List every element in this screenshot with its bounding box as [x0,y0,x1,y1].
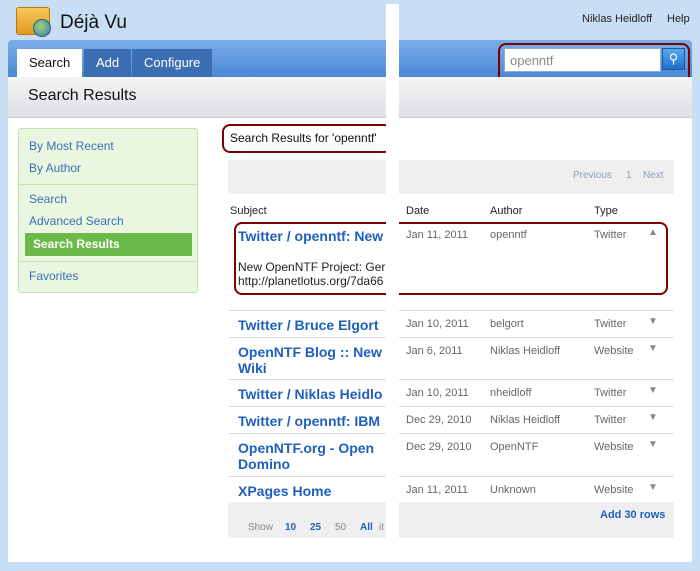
app-logo [16,7,51,37]
next-link[interactable]: Next [643,170,664,181]
page-size-25[interactable]: 25 [310,522,322,533]
column-author[interactable]: Author [490,205,523,217]
date-cell: Jan 11, 2011 [406,229,468,241]
expand-icon[interactable]: ▼ [648,385,658,396]
page-title: Search Results [28,87,137,104]
add-rows-link[interactable]: Add 30 rows [600,509,666,521]
results-heading: Search Results for 'openntf' [222,124,392,153]
table-row[interactable]: Twitter / Bruce Elgort Jan 10, 2011 belg… [228,310,674,337]
tab-add[interactable]: Add [84,49,132,77]
table-row[interactable]: Twitter / openntf: New Jan 11, 2011 open… [228,222,674,310]
author-cell: Unknown [490,484,536,496]
expand-icon[interactable]: ▼ [648,439,658,450]
tab-search[interactable]: Search [17,49,83,77]
date-cell: Jan 10, 2011 [406,387,469,399]
result-highlight [234,222,668,295]
globe-icon [33,19,51,37]
type-cell: Twitter [594,318,627,330]
sidebar-item-search[interactable]: Search [29,192,68,206]
table-row[interactable]: OpenNTF.org - Open Domino Dec 29, 2010 O… [228,433,674,476]
subject-link[interactable]: Twitter / Bruce Elgort [238,317,379,333]
sidebar-item-search-results[interactable]: Search Results [25,233,192,256]
column-type[interactable]: Type [594,205,618,217]
expand-icon[interactable]: ▼ [648,412,658,423]
expand-icon[interactable]: ▼ [648,482,658,493]
subject-link[interactable]: Twitter / Niklas Heidlo [238,386,383,402]
column-date[interactable]: Date [406,205,430,217]
type-cell: Website [594,345,634,357]
pager: Previous 1 Next [228,160,674,194]
date-cell: Jan 10, 2011 [406,318,469,330]
result-snippet: New OpenNTF Project: Ger http://planetlot… [238,260,385,288]
expand-icon[interactable]: ▼ [648,316,658,327]
table-footer: Show 10 25 50 All it Add 30 rows [228,502,674,538]
divider [19,184,197,185]
sidebar: By Most Recent By Author Search Advanced… [18,128,198,293]
search-button[interactable]: ⚲ [662,48,685,70]
user-link[interactable]: Niklas Heidloff [582,13,653,25]
sidebar-item-most-recent[interactable]: By Most Recent [29,139,114,153]
app-title: Déjà Vu [60,12,127,33]
sidebar-item-by-author[interactable]: By Author [29,161,82,175]
screenshot-gap [386,4,399,562]
subject-link[interactable]: Twitter / openntf: New [238,228,384,244]
items-label: it [379,522,384,533]
sidebar-item-favorites[interactable]: Favorites [29,269,79,283]
search-input[interactable] [504,48,661,72]
table-row[interactable]: XPages Home Jan 11, 2011 Unknown Website… [228,476,674,502]
type-cell: Twitter [594,387,627,399]
divider [19,261,197,262]
date-cell: Jan 6, 2011 [406,345,463,357]
snippet-line: New OpenNTF Project: Ger [238,260,386,274]
page-size-50[interactable]: 50 [335,522,347,533]
previous-link[interactable]: Previous [573,170,612,181]
show-label: Show [248,522,274,533]
column-subject[interactable]: Subject [230,205,267,217]
table-row[interactable]: Twitter / Niklas Heidlo Jan 10, 2011 nhe… [228,379,674,406]
type-cell: Website [594,484,634,496]
author-cell: belgort [490,318,524,330]
sidebar-item-advanced-search[interactable]: Advanced Search [29,214,124,228]
help-link[interactable]: Help [667,13,690,25]
table-row[interactable]: OpenNTF Blog :: New Wiki Jan 6, 2011 Nik… [228,337,674,379]
date-cell: Dec 29, 2010 [406,441,472,453]
type-cell: Twitter [594,414,627,426]
subject-link[interactable]: OpenNTF.org - Open Domino [238,440,375,472]
page-title-bar: Search Results [8,77,692,118]
date-cell: Jan 11, 2011 [406,484,468,496]
type-cell: Twitter [594,229,627,241]
table-row[interactable]: Twitter / openntf: IBM Dec 29, 2010 Nikl… [228,406,674,433]
subject-link[interactable]: OpenNTF Blog :: New Wiki [238,344,382,376]
collapse-icon[interactable]: ▲ [648,227,658,238]
expand-icon[interactable]: ▼ [648,343,658,354]
page-size-all[interactable]: All [360,522,373,533]
snippet-link[interactable]: http://planetlotus.org/7da66 [238,274,384,288]
page-1-link[interactable]: 1 [626,170,632,181]
tab-configure[interactable]: Configure [132,49,213,77]
author-cell: Niklas Heidloff [490,345,561,357]
author-cell: nheidloff [490,387,532,399]
magnifier-icon: ⚲ [668,51,679,66]
author-cell: Niklas Heidloff [490,414,561,426]
date-cell: Dec 29, 2010 [406,414,472,426]
author-cell: OpenNTF [490,441,539,453]
type-cell: Website [594,441,634,453]
page-size-10[interactable]: 10 [285,522,297,533]
subject-link[interactable]: Twitter / openntf: IBM [238,413,381,429]
subject-link[interactable]: XPages Home [238,483,332,499]
author-cell: openntf [490,229,527,241]
